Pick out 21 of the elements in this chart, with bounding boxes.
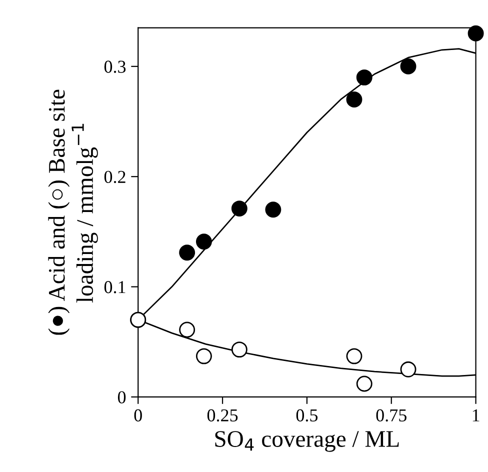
point bbox=[179, 244, 196, 261]
point bbox=[400, 58, 416, 74]
x-tick-label: 1 bbox=[472, 409, 480, 422]
y-tick-label: 0.2 bbox=[104, 170, 126, 184]
point bbox=[231, 200, 248, 217]
point bbox=[400, 361, 416, 378]
point bbox=[196, 234, 212, 250]
x-tick-label: 0 bbox=[134, 409, 142, 422]
y-axis-title: (●) Acid and (○) Base site loading / mmolg$^{−1}$ bbox=[48, 90, 98, 335]
y-tick-label: 0 bbox=[118, 391, 126, 404]
point bbox=[346, 91, 362, 108]
y-tick-label: 0.1 bbox=[104, 281, 126, 294]
x-axis-title: SO$_{4}$ coverage / ML bbox=[215, 431, 399, 452]
x-tick-label: 0.25 bbox=[207, 409, 238, 422]
point bbox=[356, 69, 372, 86]
y-tick-label: 0.3 bbox=[104, 60, 126, 73]
point bbox=[265, 202, 282, 218]
x-tick-label: 0.5 bbox=[296, 409, 318, 422]
x-tick-label: 0.75 bbox=[376, 409, 406, 422]
point bbox=[231, 342, 248, 358]
point bbox=[468, 25, 484, 42]
